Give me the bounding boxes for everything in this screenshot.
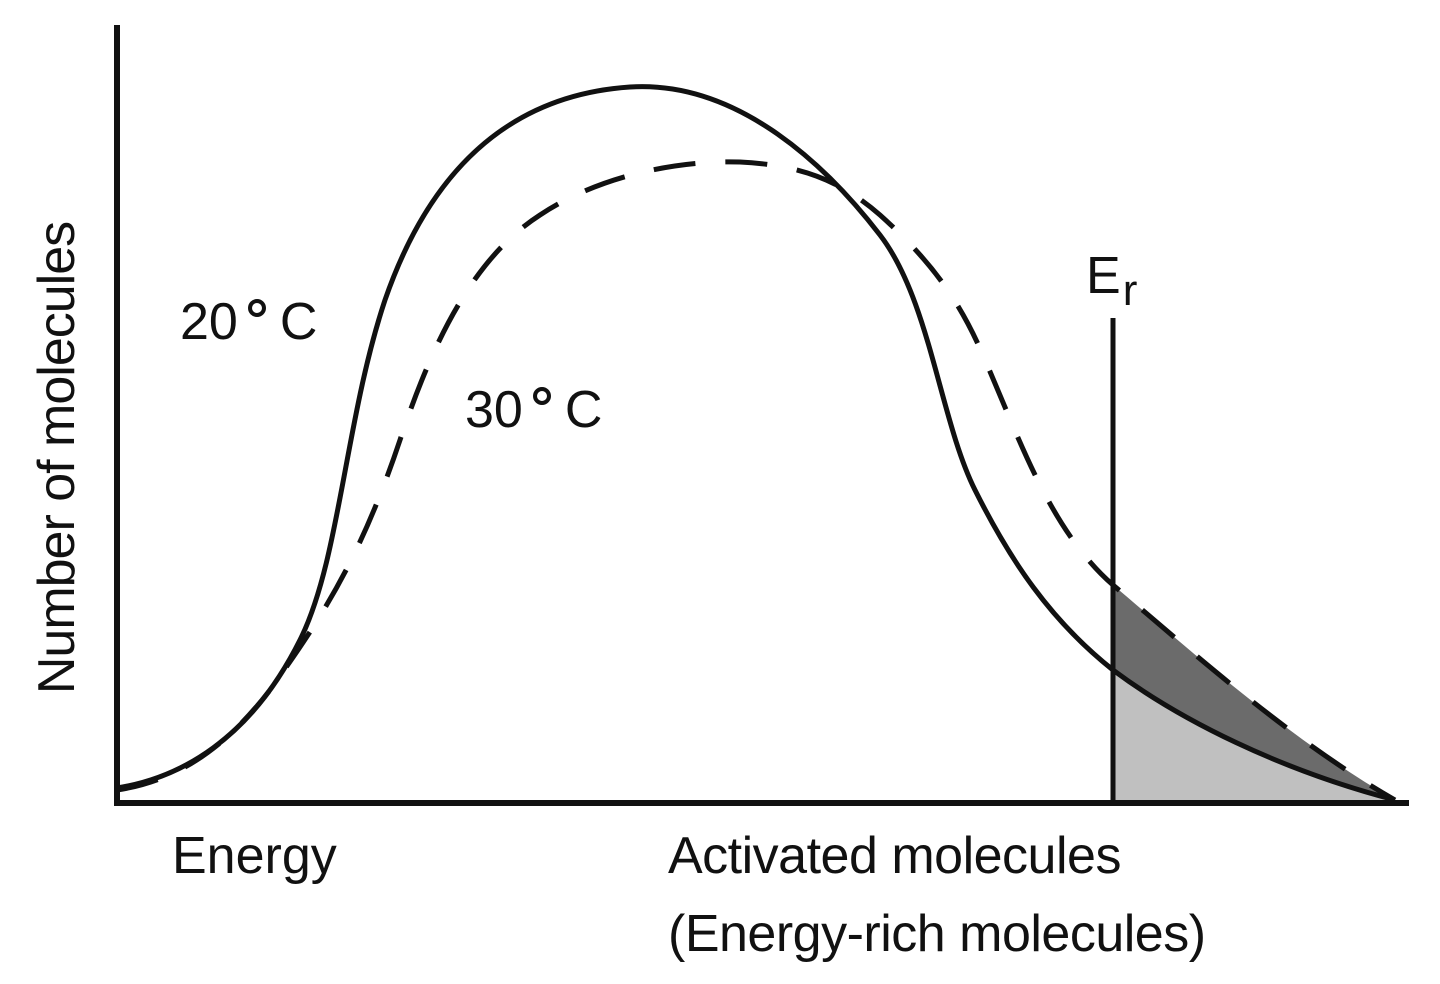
curve-label-30c-value: 30 (465, 381, 523, 439)
curve-label-30c: 30 C (465, 384, 602, 436)
degree-icon (247, 299, 266, 317)
curve-label-20c: 20 C (180, 296, 317, 348)
x-axis-label-activated: Activated molecules (668, 827, 1121, 885)
y-axis-label: Number of molecules (28, 221, 86, 695)
curve-label-20c-value: 20 (180, 293, 238, 351)
degree-icon (532, 387, 551, 405)
curve-label-30c-unit: C (564, 381, 603, 439)
extra-activated-30c-fill (1113, 585, 1395, 800)
curve-30c-dashed (116, 159, 1397, 803)
activated-20c-fill (1113, 670, 1395, 803)
curve-20c-solid (116, 84, 1396, 803)
er-threshold-label: Er (1086, 250, 1137, 313)
er-label-sub: r (1122, 266, 1138, 315)
curve-label-20c-unit: C (279, 293, 318, 351)
x-axis-label-energy-rich: (Energy-rich molecules) (668, 905, 1206, 963)
er-label-main: E (1086, 247, 1121, 305)
x-axis-label-energy: Energy (172, 827, 337, 885)
